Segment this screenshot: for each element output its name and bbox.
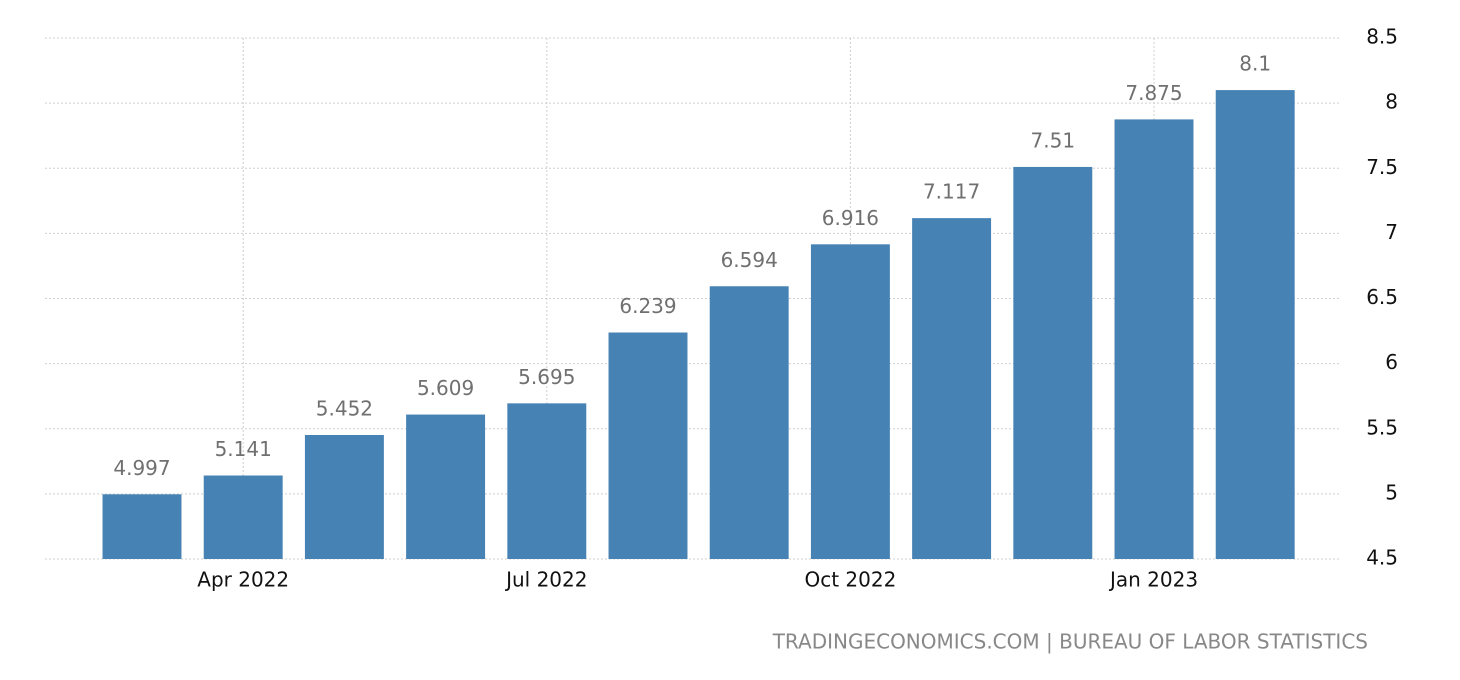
bar <box>406 414 486 559</box>
value-label: 7.875 <box>1125 81 1182 105</box>
y-tick-label: 6.5 <box>1366 285 1398 309</box>
y-tick-label: 4.5 <box>1366 546 1398 570</box>
bar <box>102 494 182 559</box>
value-label: 5.141 <box>215 437 272 461</box>
bar <box>203 475 283 559</box>
bar <box>1114 119 1194 559</box>
y-tick-label: 7.5 <box>1366 155 1398 179</box>
bar <box>304 435 384 559</box>
source: TRADINGECONOMICS.COM | BUREAU OF LABOR S… <box>772 630 1368 654</box>
value-label: 7.117 <box>923 180 980 204</box>
bar <box>810 244 890 560</box>
y-tick-label: 6 <box>1385 350 1398 374</box>
bar <box>1215 90 1295 559</box>
bar <box>912 218 992 560</box>
y-tick-label: 7 <box>1385 220 1398 244</box>
x-tick-label: Oct 2022 <box>804 568 896 592</box>
value-label: 6.594 <box>721 248 778 272</box>
value-label: 4.997 <box>113 456 170 480</box>
y-tick-label: 5.5 <box>1366 415 1398 439</box>
x-tick-label: Apr 2022 <box>197 568 289 592</box>
x-tick-label: Jul 2022 <box>504 568 587 592</box>
value-label: 6.239 <box>619 294 676 318</box>
value-label: 5.452 <box>316 397 373 421</box>
y-tick-label: 8.5 <box>1366 25 1398 49</box>
value-label: 6.916 <box>822 206 879 230</box>
bar <box>608 332 688 559</box>
bar <box>507 403 587 559</box>
value-label: 5.695 <box>518 365 575 389</box>
value-label: 8.1 <box>1239 52 1271 76</box>
value-label: 7.51 <box>1031 128 1076 152</box>
value-label: 5.609 <box>417 376 474 400</box>
y-tick-label: 8 <box>1385 90 1398 114</box>
x-tick-label: Jan 2023 <box>1108 568 1198 592</box>
bar <box>1013 166 1093 559</box>
y-tick-label: 5 <box>1385 480 1398 504</box>
bar <box>709 286 789 559</box>
